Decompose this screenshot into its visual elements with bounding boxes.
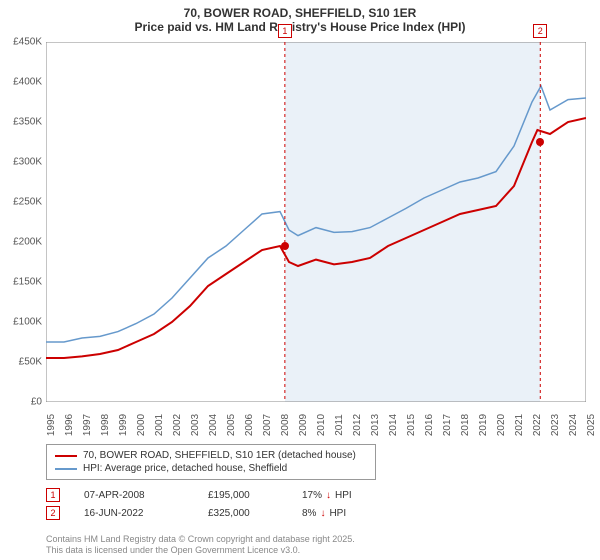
title-block: 70, BOWER ROAD, SHEFFIELD, S10 1ER Price…: [0, 0, 600, 36]
chart-area: £0£50K£100K£150K£200K£250K£300K£350K£400…: [46, 42, 586, 402]
attribution-line2: This data is licensed under the Open Gov…: [46, 545, 355, 556]
marker-delta: 8% ↓ HPI: [302, 508, 382, 519]
plot-svg: [46, 42, 586, 402]
marker-index-box: 2: [46, 506, 60, 520]
x-tick-label: 2005: [226, 414, 237, 436]
x-tick-label: 2016: [424, 414, 435, 436]
x-tick-label: 2020: [496, 414, 507, 436]
x-tick-label: 2009: [298, 414, 309, 436]
title-address: 70, BOWER ROAD, SHEFFIELD, S10 1ER: [0, 6, 600, 20]
x-tick-label: 1999: [118, 414, 129, 436]
y-tick-label: £200K: [2, 237, 42, 248]
attribution: Contains HM Land Registry data © Crown c…: [46, 534, 355, 556]
y-tick-label: £0: [2, 397, 42, 408]
marker-date: 16-JUN-2022: [84, 508, 184, 519]
legend-label: HPI: Average price, detached house, Shef…: [83, 463, 287, 474]
x-tick-label: 2008: [280, 414, 291, 436]
y-tick-label: £150K: [2, 277, 42, 288]
marker-price: £325,000: [208, 508, 278, 519]
x-tick-label: 2006: [244, 414, 255, 436]
legend-box: 70, BOWER ROAD, SHEFFIELD, S10 1ER (deta…: [46, 444, 376, 480]
legend-label: 70, BOWER ROAD, SHEFFIELD, S10 1ER (deta…: [83, 450, 356, 461]
marker-delta-pct: 17%: [302, 490, 322, 501]
x-tick-label: 2018: [460, 414, 471, 436]
x-tick-label: 1997: [82, 414, 93, 436]
marker-dot: [536, 138, 544, 146]
x-tick-label: 2013: [370, 414, 381, 436]
y-tick-label: £400K: [2, 77, 42, 88]
x-tick-label: 1998: [100, 414, 111, 436]
marker-delta-pct: 8%: [302, 508, 316, 519]
marker-vs-label: HPI: [335, 490, 352, 501]
y-tick-label: £50K: [2, 357, 42, 368]
x-tick-label: 2010: [316, 414, 327, 436]
title-subtitle: Price paid vs. HM Land Registry's House …: [0, 20, 600, 34]
y-tick-label: £350K: [2, 117, 42, 128]
plot-border: [46, 42, 586, 402]
marker-flag: 1: [278, 24, 292, 38]
x-tick-label: 2014: [388, 414, 399, 436]
x-tick-label: 2022: [532, 414, 543, 436]
chart-container: 70, BOWER ROAD, SHEFFIELD, S10 1ER Price…: [0, 0, 600, 560]
marker-table-row: 1 07-APR-2008 £195,000 17% ↓ HPI: [46, 486, 586, 504]
y-tick-label: £100K: [2, 317, 42, 328]
legend-swatch: [55, 455, 77, 457]
legend-row: HPI: Average price, detached house, Shef…: [55, 462, 367, 475]
marker-delta: 17% ↓ HPI: [302, 490, 382, 501]
x-tick-label: 2001: [154, 414, 165, 436]
marker-price: £195,000: [208, 490, 278, 501]
x-tick-label: 2017: [442, 414, 453, 436]
marker-table: 1 07-APR-2008 £195,000 17% ↓ HPI 2 16-JUN-2022 £…: [46, 486, 586, 522]
x-tick-label: 1996: [64, 414, 75, 436]
y-tick-label: £300K: [2, 157, 42, 168]
legend-swatch: [55, 468, 77, 470]
y-tick-label: £450K: [2, 37, 42, 48]
marker-dot: [281, 242, 289, 250]
x-tick-label: 2019: [478, 414, 489, 436]
x-tick-label: 2003: [190, 414, 201, 436]
x-tick-label: 2025: [586, 414, 597, 436]
attribution-line1: Contains HM Land Registry data © Crown c…: [46, 534, 355, 545]
x-tick-label: 2011: [334, 414, 345, 436]
series-group: [46, 86, 586, 358]
x-tick-label: 1995: [46, 414, 57, 436]
series-line-price_paid: [46, 118, 586, 358]
marker-vs-label: HPI: [329, 508, 346, 519]
x-tick-label: 2024: [568, 414, 579, 436]
x-tick-label: 2002: [172, 414, 183, 436]
legend-row: 70, BOWER ROAD, SHEFFIELD, S10 1ER (deta…: [55, 449, 367, 462]
down-arrow-icon: ↓: [320, 508, 325, 519]
x-tick-label: 2007: [262, 414, 273, 436]
marker-index-box: 1: [46, 488, 60, 502]
x-tick-label: 2021: [514, 414, 525, 436]
marker-date: 07-APR-2008: [84, 490, 184, 501]
x-tick-label: 2004: [208, 414, 219, 436]
x-tick-label: 2015: [406, 414, 417, 436]
marker-flag: 2: [533, 24, 547, 38]
marker-lines-group: [285, 42, 540, 402]
y-tick-label: £250K: [2, 197, 42, 208]
series-line-hpi: [46, 86, 586, 342]
x-tick-label: 2012: [352, 414, 363, 436]
x-tick-label: 2023: [550, 414, 561, 436]
down-arrow-icon: ↓: [326, 490, 331, 501]
legend-area: 70, BOWER ROAD, SHEFFIELD, S10 1ER (deta…: [46, 444, 586, 522]
x-tick-label: 2000: [136, 414, 147, 436]
marker-table-row: 2 16-JUN-2022 £325,000 8% ↓ HPI: [46, 504, 586, 522]
